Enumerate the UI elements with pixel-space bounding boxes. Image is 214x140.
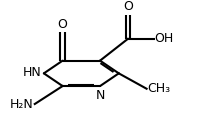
Text: O: O <box>123 0 133 13</box>
Text: OH: OH <box>155 32 174 45</box>
Text: H₂N: H₂N <box>10 97 34 110</box>
Text: O: O <box>58 18 68 31</box>
Text: N: N <box>95 89 105 102</box>
Text: HN: HN <box>23 66 42 79</box>
Text: CH₃: CH₃ <box>148 82 171 95</box>
